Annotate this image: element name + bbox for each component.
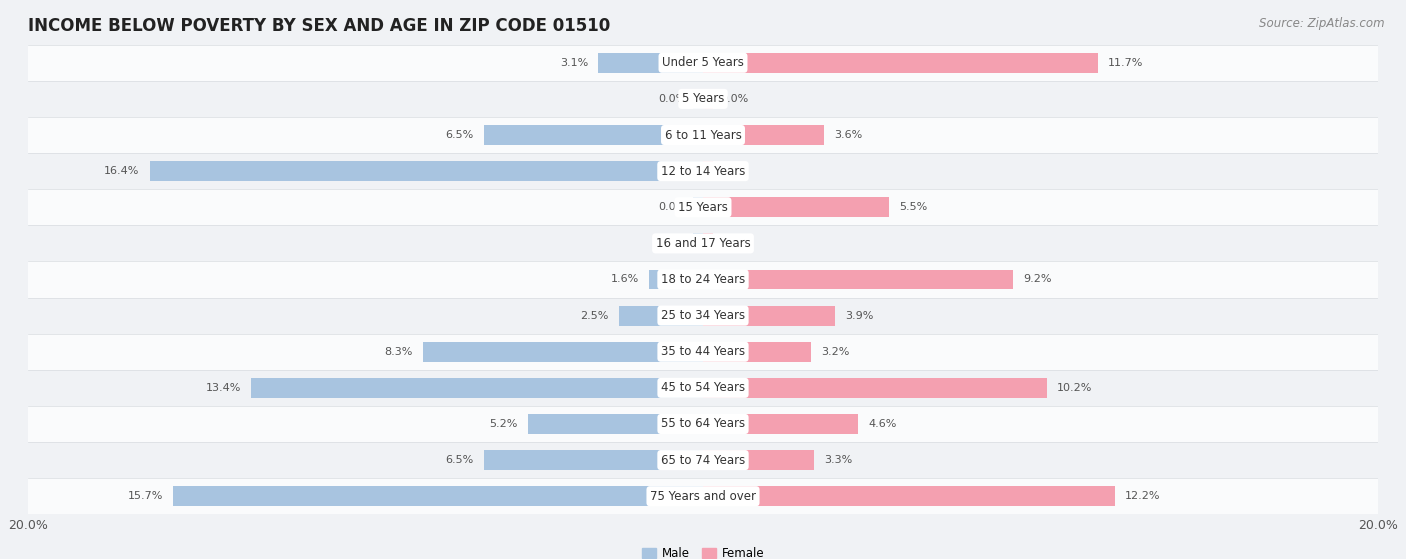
Text: 3.3%: 3.3% [824,455,852,465]
Text: 0.0%: 0.0% [658,202,686,212]
Bar [28,478,1378,514]
Text: 16.4%: 16.4% [104,166,139,176]
Text: Source: ZipAtlas.com: Source: ZipAtlas.com [1260,17,1385,30]
Text: 0.0%: 0.0% [720,94,748,104]
Bar [28,406,1378,442]
Bar [693,234,703,253]
Text: 12 to 14 Years: 12 to 14 Years [661,165,745,178]
Bar [28,334,1378,370]
Text: 0.0%: 0.0% [720,238,748,248]
Text: 5.2%: 5.2% [489,419,517,429]
Text: 55 to 64 Years: 55 to 64 Years [661,418,745,430]
Bar [28,262,1378,297]
Text: 1.6%: 1.6% [610,274,638,285]
Text: 8.3%: 8.3% [384,347,413,357]
Bar [650,269,703,290]
Bar [703,269,1014,290]
Bar [28,442,1378,478]
Bar [703,197,889,217]
Bar [28,297,1378,334]
Bar [599,53,703,73]
Bar [619,306,703,325]
Text: 0.0%: 0.0% [658,94,686,104]
Bar [28,81,1378,117]
Text: 35 to 44 Years: 35 to 44 Years [661,345,745,358]
Bar [173,486,703,506]
Text: 3.6%: 3.6% [835,130,863,140]
Text: 65 to 74 Years: 65 to 74 Years [661,453,745,467]
Bar [28,45,1378,81]
Text: 10.2%: 10.2% [1057,383,1092,393]
Bar [703,53,1098,73]
Bar [703,125,824,145]
Bar [28,370,1378,406]
Bar [28,225,1378,262]
Text: 45 to 54 Years: 45 to 54 Years [661,381,745,394]
Text: 3.1%: 3.1% [560,58,588,68]
Text: 0.0%: 0.0% [658,238,686,248]
Bar [703,234,713,253]
Bar [693,197,703,217]
Bar [527,414,703,434]
Bar [484,125,703,145]
Text: 6 to 11 Years: 6 to 11 Years [665,129,741,141]
Text: 6.5%: 6.5% [446,455,474,465]
Text: 3.9%: 3.9% [845,311,873,321]
Bar [703,342,811,362]
Text: 15.7%: 15.7% [128,491,163,501]
Text: Under 5 Years: Under 5 Years [662,56,744,69]
Bar [703,89,713,109]
Bar [703,486,1115,506]
Text: 6.5%: 6.5% [446,130,474,140]
Bar [703,450,814,470]
Text: 18 to 24 Years: 18 to 24 Years [661,273,745,286]
Text: 75 Years and over: 75 Years and over [650,490,756,503]
Bar [484,450,703,470]
Bar [703,161,713,181]
Bar [28,153,1378,189]
Bar [693,89,703,109]
Text: 25 to 34 Years: 25 to 34 Years [661,309,745,322]
Text: INCOME BELOW POVERTY BY SEX AND AGE IN ZIP CODE 01510: INCOME BELOW POVERTY BY SEX AND AGE IN Z… [28,17,610,35]
Text: 4.6%: 4.6% [869,419,897,429]
Text: 12.2%: 12.2% [1125,491,1160,501]
Bar [703,378,1047,398]
Legend: Male, Female: Male, Female [637,542,769,559]
Bar [28,189,1378,225]
Bar [423,342,703,362]
Bar [28,117,1378,153]
Text: 9.2%: 9.2% [1024,274,1052,285]
Text: 5.5%: 5.5% [898,202,927,212]
Text: 0.0%: 0.0% [720,166,748,176]
Text: 2.5%: 2.5% [581,311,609,321]
Text: 15 Years: 15 Years [678,201,728,214]
Text: 3.2%: 3.2% [821,347,849,357]
Text: 13.4%: 13.4% [205,383,240,393]
Bar [703,306,835,325]
Bar [149,161,703,181]
Text: 16 and 17 Years: 16 and 17 Years [655,237,751,250]
Bar [703,414,858,434]
Text: 11.7%: 11.7% [1108,58,1143,68]
Text: 5 Years: 5 Years [682,92,724,106]
Bar [250,378,703,398]
